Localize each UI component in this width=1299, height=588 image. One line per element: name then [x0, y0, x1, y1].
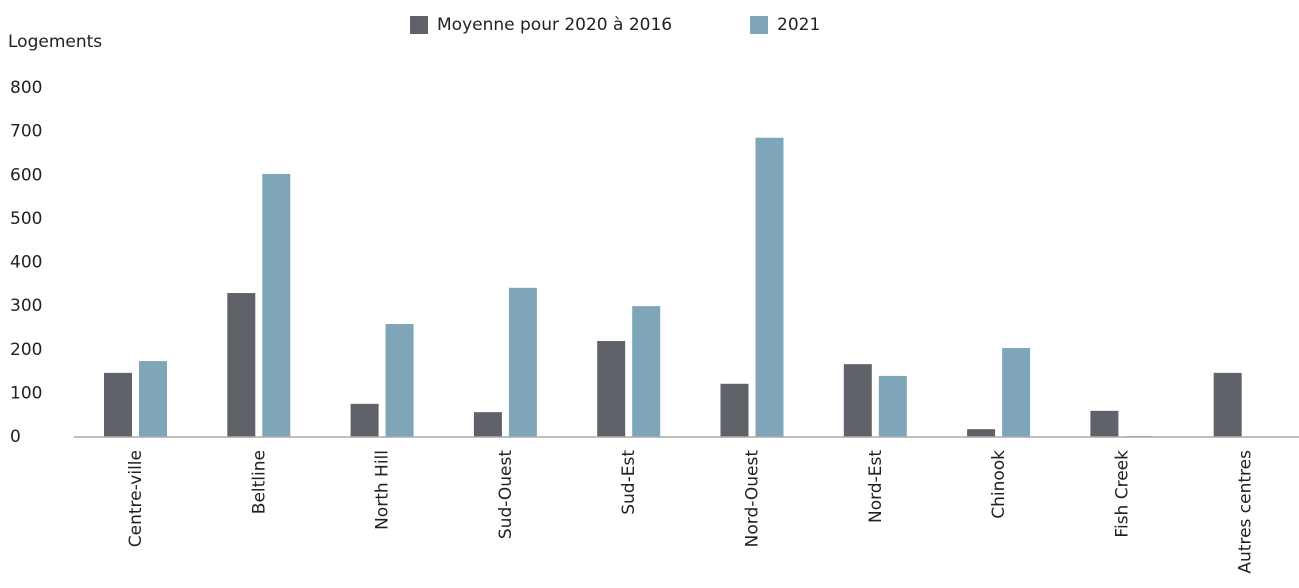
bar — [473, 412, 502, 437]
bar — [755, 137, 784, 438]
x-tick-label: Fish Creek — [1112, 450, 1132, 538]
bar — [1213, 372, 1242, 437]
bar — [139, 361, 167, 437]
legend-swatch — [750, 16, 768, 34]
y-tick-label: 0 — [10, 427, 21, 447]
bar — [967, 429, 996, 437]
bar — [1090, 410, 1119, 437]
legend-label: 2021 — [777, 15, 820, 35]
bar — [385, 324, 414, 437]
x-tick-label: Nord-Ouest — [743, 450, 763, 548]
bar — [720, 383, 749, 437]
x-tick-label: North Hill — [373, 450, 393, 530]
bar — [104, 372, 132, 437]
y-tick-label: 300 — [10, 296, 42, 316]
bar — [227, 293, 256, 437]
y-tick-label: 500 — [10, 209, 42, 229]
x-tick-label: Sud-Est — [619, 450, 639, 515]
y-tick-label: 400 — [10, 253, 42, 273]
x-tick-label: Beltline — [249, 450, 269, 514]
bar — [843, 364, 872, 437]
legend-swatch — [410, 16, 428, 34]
y-tick-label: 100 — [10, 383, 42, 403]
bar — [632, 306, 661, 437]
x-tick-label: Nord-Est — [866, 450, 886, 523]
x-tick-label: Sud-Ouest — [496, 450, 516, 539]
bar — [878, 375, 907, 437]
y-tick-label: 700 — [10, 122, 42, 142]
bar — [262, 173, 291, 437]
x-tick-label: Centre-ville — [126, 450, 146, 547]
y-tick-label: 800 — [10, 78, 42, 98]
y-tick-label: 200 — [10, 340, 42, 360]
y-axis-label: Logements — [8, 32, 102, 52]
y-tick-label: 600 — [10, 165, 42, 185]
legend-label: Moyenne pour 2020 à 2016 — [437, 15, 672, 35]
x-tick-label: Autres centres — [1236, 450, 1256, 574]
bar — [508, 287, 537, 437]
x-tick-label: Chinook — [989, 450, 1009, 519]
bar — [597, 341, 626, 437]
bar — [1002, 348, 1031, 437]
bar — [350, 403, 379, 437]
